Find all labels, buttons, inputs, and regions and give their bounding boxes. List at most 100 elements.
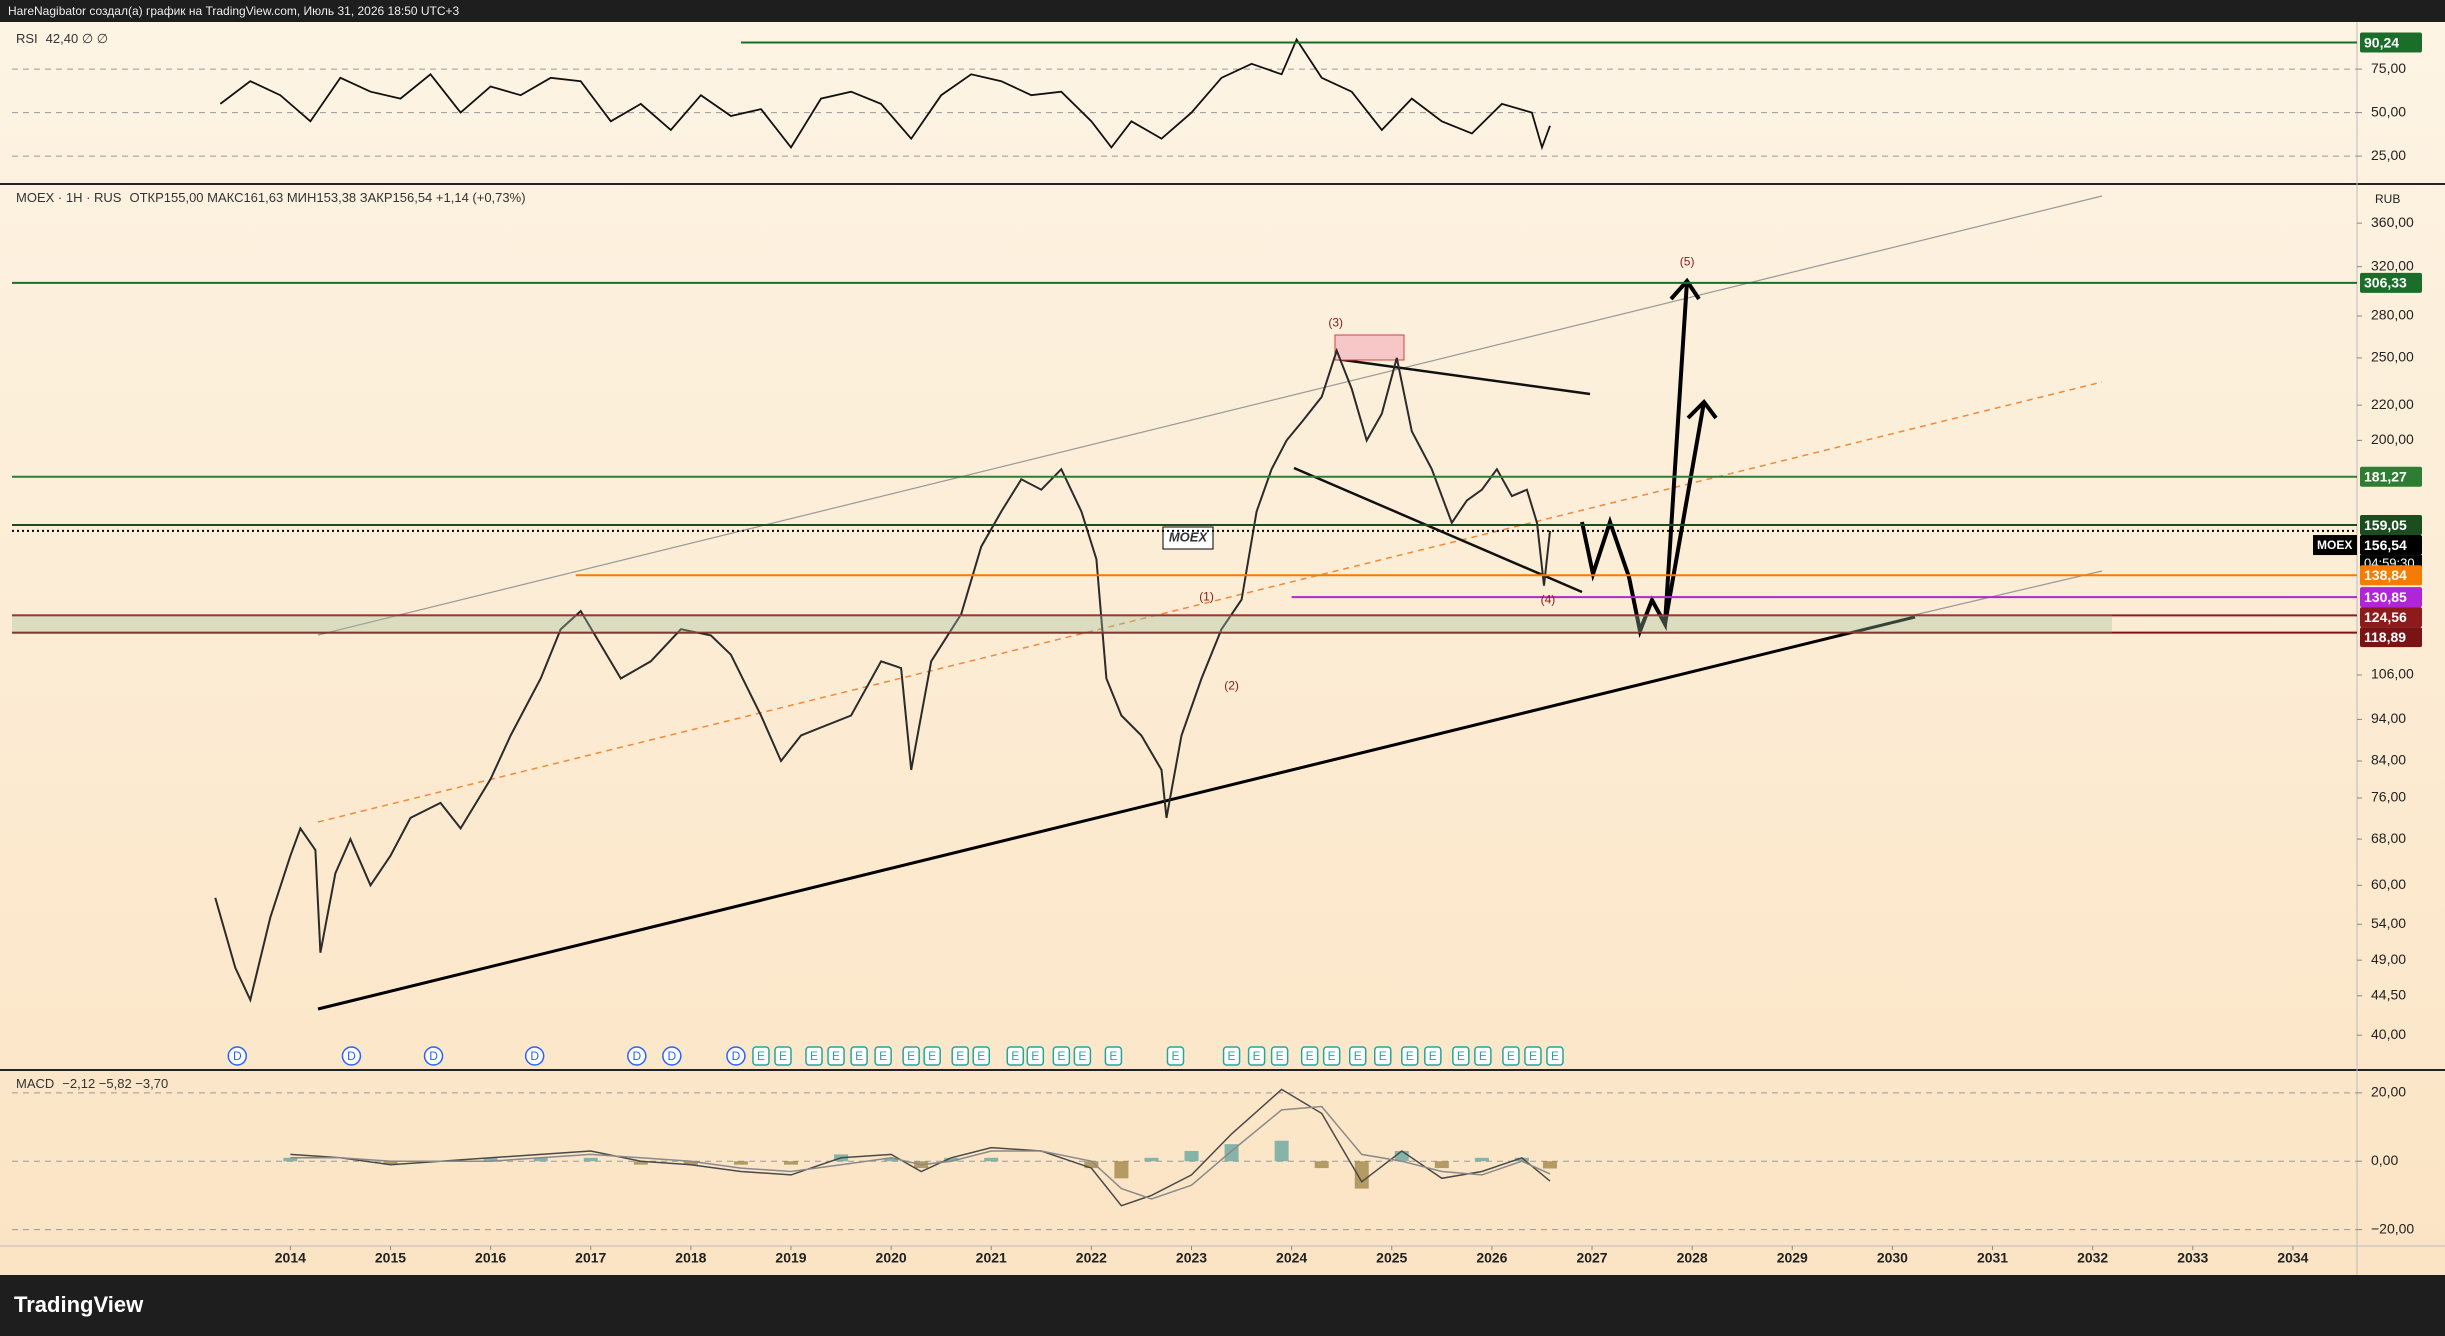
earnings-marker [805,1046,823,1066]
x-tick-label: 2014 [275,1250,306,1266]
x-tick-label: 2033 [2177,1250,2208,1266]
histogram-bar [884,1157,899,1162]
earnings-marker [972,1046,990,1066]
event-label: E [1011,1049,1019,1063]
histogram-bar [944,1157,959,1162]
event-label: E [1551,1049,1559,1063]
event-label: D [632,1049,641,1063]
y-tick-label: 75,00 [2371,60,2406,76]
event-label: E [1457,1049,1465,1063]
earnings-marker [1474,1046,1492,1066]
level-label-box [2360,466,2422,487]
level-label-box [2360,627,2422,648]
earnings-marker [902,1046,920,1066]
x-tick-label: 2016 [475,1250,506,1266]
level-label: 124,56 [2364,609,2407,625]
event-label: E [1276,1049,1284,1063]
header-text: HareNagibator создал(а) график на Tradin… [8,4,460,18]
dividend-marker [227,1046,248,1066]
level-label: 159,05 [2364,517,2407,533]
event-label: D [347,1049,356,1063]
event-label: E [907,1049,915,1063]
earnings-marker [1502,1046,1520,1066]
x-tick-label: 2015 [375,1250,406,1266]
histogram-bar [1084,1161,1099,1169]
event-label: D [233,1049,242,1063]
histogram-bar [783,1161,798,1165]
earnings-marker [1374,1046,1392,1066]
legend-values: −2,12 −5,82 −3,70 [62,1076,168,1091]
histogram-bar [1474,1157,1489,1162]
y-tick-label: 50,00 [2371,103,2406,119]
histogram-bar [383,1161,398,1165]
y-tick-label: 76,00 [2371,789,2406,805]
channel-upper [317,195,2103,636]
x-tick-label: 2026 [1476,1250,1507,1266]
event-label: E [1328,1049,1336,1063]
histogram-bar [1314,1161,1329,1169]
dividend-marker [423,1046,444,1066]
histogram-bar [483,1157,498,1162]
level-label: 130,85 [2364,589,2407,605]
event-label: E [1429,1049,1437,1063]
x-tick-label: 2021 [976,1250,1007,1266]
x-tick-label: 2022 [1076,1250,1107,1266]
event-label: E [1171,1049,1179,1063]
x-tick-label: 2025 [1376,1250,1407,1266]
event-label: E [1031,1049,1039,1063]
dividend-marker [726,1046,746,1066]
histogram-bar [283,1157,298,1162]
x-tick-label: 2018 [675,1250,706,1266]
wedge-upper [1335,357,1591,396]
earnings-marker [827,1046,845,1066]
level-label-box [2360,587,2422,608]
background [0,22,2445,1275]
earnings-marker [1424,1046,1442,1066]
symbol-tag-text: MOEX [1169,529,1209,544]
level-label: 118,89 [2364,629,2406,645]
dividend-marker [524,1046,545,1066]
event-label: E [1057,1049,1065,1063]
arrow-head [1686,398,1718,420]
earnings-marker [1052,1046,1071,1066]
histogram-bar [1114,1161,1129,1179]
event-label: E [1507,1049,1515,1063]
histogram-bar [1184,1150,1199,1162]
y-tick-label: 220,00 [2371,396,2414,412]
earnings-marker [1322,1046,1341,1066]
y-tick-label: 84,00 [2371,752,2406,768]
x-tick-label: 2032 [2077,1250,2108,1266]
level-label-box [2360,565,2422,586]
earnings-marker [951,1046,969,1066]
histogram-bar [633,1161,648,1165]
level-label: 138,84 [2364,567,2407,583]
level-label-box [2360,272,2422,293]
y-tick-label: −20,00 [2371,1220,2414,1236]
event-label: E [879,1049,887,1063]
panel-legend: RSI 42,40 ∅ ∅ [16,31,108,46]
level-label-box [2360,607,2422,628]
earnings-marker [1270,1046,1289,1066]
y-tick-label: 54,00 [2371,915,2406,931]
histogram-bar [733,1161,748,1165]
event-label: E [1354,1049,1362,1063]
y-tick-label: 320,00 [2371,257,2414,273]
arrow-head [1669,277,1701,301]
projection-path-alt [1663,401,1706,625]
y-tick-label: 200,00 [2371,431,2414,447]
earnings-marker [774,1046,792,1066]
x-tick-label: 2023 [1176,1250,1207,1266]
earnings-marker [1348,1046,1367,1066]
y-tick-label: 106,00 [2371,666,2414,682]
histogram-bar [1434,1161,1449,1169]
dashed-midline [317,381,2103,823]
x-tick-label: 2034 [2277,1250,2308,1266]
legend-title: MACD [16,1076,54,1091]
dividend-marker [341,1046,362,1066]
event-label: E [928,1049,936,1063]
y-tick-label: 250,00 [2371,349,2414,365]
event-label: E [1379,1049,1387,1063]
x-tick-label: 2024 [1276,1250,1307,1266]
earnings-marker [1073,1046,1092,1066]
histogram-bar [1542,1161,1557,1169]
